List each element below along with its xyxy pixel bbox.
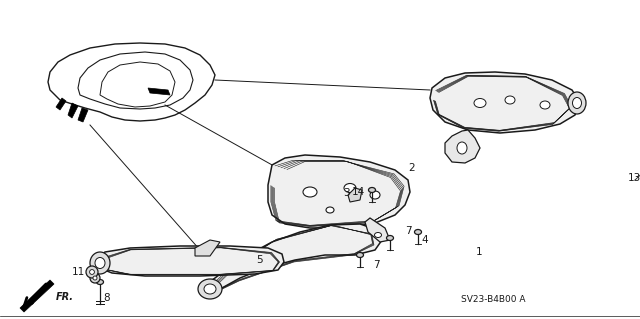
Text: 8: 8 — [103, 293, 109, 303]
Text: 7: 7 — [405, 226, 412, 236]
Ellipse shape — [344, 183, 356, 192]
Polygon shape — [268, 155, 410, 228]
Ellipse shape — [356, 253, 364, 257]
Text: 7: 7 — [373, 260, 380, 270]
Polygon shape — [95, 246, 284, 276]
Polygon shape — [365, 218, 390, 242]
Polygon shape — [68, 103, 78, 118]
Text: 2: 2 — [408, 163, 415, 173]
Ellipse shape — [303, 187, 317, 197]
Text: 5: 5 — [256, 255, 262, 265]
Ellipse shape — [90, 270, 95, 274]
Ellipse shape — [457, 142, 467, 154]
Polygon shape — [205, 224, 382, 294]
Text: SV23-B4B00 A: SV23-B4B00 A — [461, 295, 525, 304]
Polygon shape — [78, 108, 88, 122]
Polygon shape — [48, 43, 215, 121]
Ellipse shape — [369, 188, 376, 192]
Ellipse shape — [540, 101, 550, 109]
Ellipse shape — [505, 96, 515, 104]
Ellipse shape — [374, 233, 381, 238]
Ellipse shape — [93, 276, 97, 280]
Ellipse shape — [474, 99, 486, 108]
Text: 11: 11 — [72, 267, 85, 277]
Ellipse shape — [86, 266, 98, 278]
Text: 1: 1 — [476, 247, 483, 257]
Polygon shape — [445, 130, 480, 163]
Text: 3: 3 — [343, 188, 349, 198]
Polygon shape — [430, 72, 580, 133]
Ellipse shape — [387, 235, 394, 241]
Text: 13: 13 — [628, 173, 640, 183]
Ellipse shape — [204, 284, 216, 294]
Polygon shape — [78, 52, 193, 109]
Text: 4: 4 — [421, 235, 428, 245]
Polygon shape — [100, 62, 175, 107]
Ellipse shape — [90, 252, 110, 274]
Polygon shape — [20, 280, 54, 312]
Polygon shape — [348, 188, 362, 202]
Text: 14: 14 — [352, 187, 365, 197]
Polygon shape — [148, 88, 170, 95]
Ellipse shape — [95, 257, 105, 269]
Polygon shape — [195, 240, 220, 256]
Ellipse shape — [326, 207, 334, 213]
Ellipse shape — [198, 279, 222, 299]
Ellipse shape — [97, 279, 104, 285]
Ellipse shape — [415, 229, 422, 234]
Text: FR.: FR. — [56, 292, 74, 302]
Ellipse shape — [90, 273, 100, 283]
Polygon shape — [56, 98, 66, 110]
Ellipse shape — [370, 191, 380, 199]
Ellipse shape — [573, 98, 582, 108]
Ellipse shape — [568, 92, 586, 114]
